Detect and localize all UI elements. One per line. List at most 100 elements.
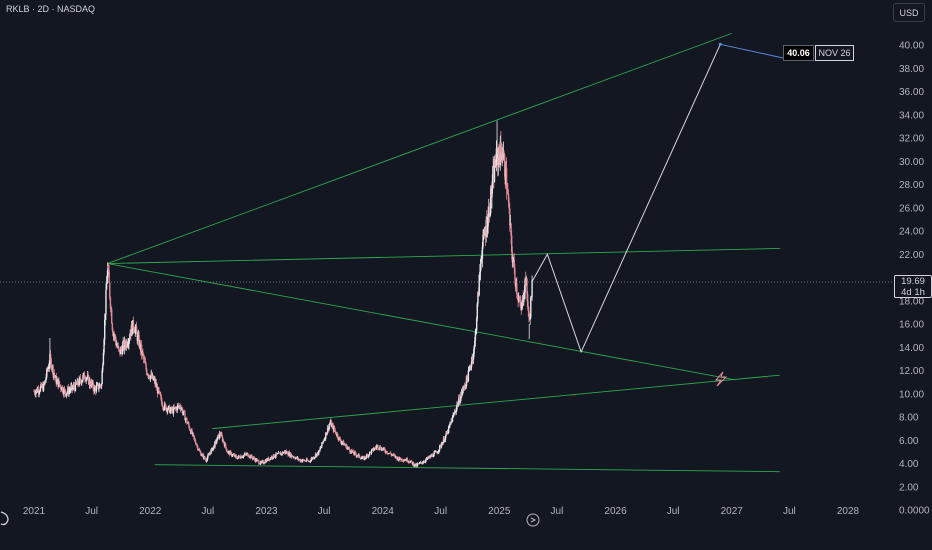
candle-body: [153, 379, 155, 381]
candle-body: [135, 326, 138, 332]
candle-body: [443, 438, 445, 442]
candle-body: [65, 393, 68, 396]
candle-body: [126, 344, 129, 347]
candle-body: [486, 226, 489, 233]
candle-body: [237, 457, 239, 460]
candle-body: [181, 408, 184, 414]
candle-body: [140, 344, 143, 355]
candle-body: [78, 378, 80, 386]
candle-body: [397, 457, 400, 461]
candle-body: [73, 385, 75, 388]
candle-body: [263, 463, 265, 464]
price-tick-label: 14.00: [899, 343, 924, 354]
candle-body: [349, 449, 351, 452]
replay-icon[interactable]: [526, 513, 540, 527]
candle-body: [422, 462, 424, 464]
candle-body: [239, 456, 241, 458]
candle-body: [393, 454, 395, 455]
candle-body: [49, 353, 51, 365]
candle-body: [338, 437, 340, 440]
time-tick-label: Jul: [783, 506, 796, 517]
candle-body: [503, 153, 505, 156]
candle-body: [204, 458, 207, 460]
time-tick-label: Jul: [434, 506, 447, 517]
tradingview-logo-icon[interactable]: [0, 511, 9, 526]
candle-body: [160, 396, 163, 402]
candle-body: [229, 451, 231, 455]
candle-body: [207, 455, 209, 458]
candle-body: [227, 451, 229, 453]
current-price-label: 19.69 4d 1h: [894, 275, 932, 298]
candle-body: [208, 454, 210, 455]
candle-body: [273, 454, 275, 458]
candle-body: [162, 407, 164, 410]
time-tick-label: 2026: [604, 506, 627, 517]
candle-body: [81, 379, 84, 382]
candle-body: [148, 375, 150, 378]
candle-body: [406, 458, 408, 462]
candle-body: [39, 391, 41, 393]
candle-body: [416, 464, 419, 466]
candle-body: [257, 460, 259, 461]
candle-body: [491, 174, 494, 189]
candle-body: [306, 459, 308, 461]
price-tick-label: 2.00: [899, 482, 919, 493]
candle-body: [200, 455, 203, 456]
candle-body: [466, 376, 468, 379]
candle-body: [506, 189, 508, 194]
candle-body: [453, 414, 455, 416]
candle-body: [44, 381, 46, 385]
candle-body: [474, 340, 476, 347]
candle-body: [479, 271, 481, 276]
candle-body: [189, 429, 191, 431]
candle-body: [251, 455, 253, 458]
price-tick-label: 40.00: [899, 41, 924, 52]
candle-body: [474, 331, 477, 341]
candle-body: [45, 377, 47, 380]
candle-body: [128, 337, 131, 340]
candle-body: [144, 362, 147, 364]
candle-body: [378, 448, 380, 450]
candle-body: [82, 375, 84, 380]
candle-body: [457, 402, 459, 407]
candle-body: [491, 188, 493, 198]
candle-body: [118, 349, 121, 350]
candle-body: [205, 459, 207, 462]
candle-body: [379, 446, 382, 450]
candle-body: [455, 408, 457, 413]
candle-body: [314, 456, 316, 458]
candle-body: [494, 161, 496, 167]
candle-body: [179, 405, 181, 408]
candle-body: [169, 409, 172, 413]
candle-body: [516, 283, 518, 295]
candle-body: [111, 309, 113, 324]
candle-body: [344, 444, 346, 446]
candle-body: [199, 451, 201, 453]
candle-body: [357, 454, 359, 456]
candle-body: [219, 433, 221, 435]
candle-body: [454, 412, 457, 413]
candle-body: [109, 283, 111, 298]
candle-body: [113, 334, 115, 337]
candle-body: [355, 454, 357, 457]
price-tick-label: 10.00: [899, 389, 924, 400]
currency-button[interactable]: USD: [893, 3, 925, 22]
candle-body: [339, 437, 341, 439]
candle-body: [516, 294, 519, 297]
bar-countdown: 4d 1h: [901, 287, 925, 298]
flash-icon[interactable]: [714, 371, 728, 387]
candle-body: [498, 154, 500, 158]
candle-body: [244, 453, 247, 455]
candle-body: [129, 334, 131, 338]
candle-body: [523, 292, 526, 298]
candle-body: [470, 361, 473, 367]
candle-body: [188, 426, 191, 430]
candle-body: [225, 443, 227, 448]
candle-body: [247, 456, 250, 458]
candle-body: [442, 441, 444, 445]
candle-body: [188, 423, 190, 427]
candle-body: [277, 453, 279, 455]
candle-body: [310, 459, 312, 462]
candle-body: [102, 352, 105, 365]
